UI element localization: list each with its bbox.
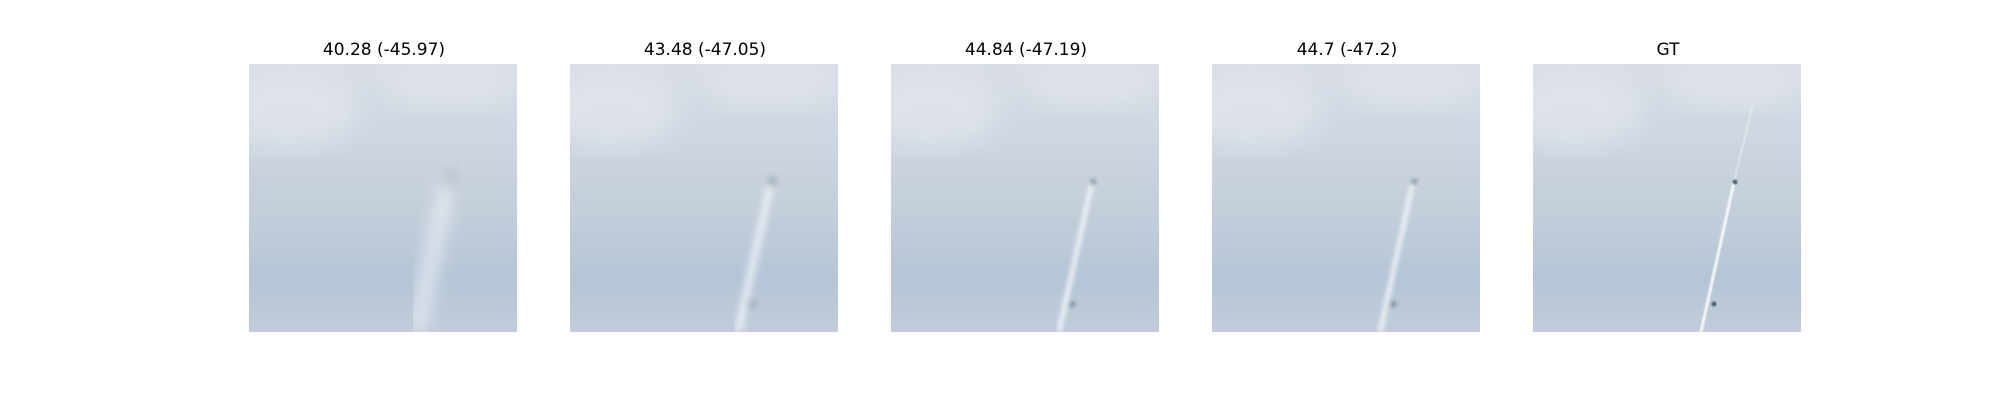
sky-contrail-image xyxy=(891,64,1159,332)
panel-title: 44.84 (-47.19) xyxy=(964,40,1088,60)
panel-image xyxy=(1212,64,1480,332)
panel-image xyxy=(570,64,838,332)
sky-contrail-image xyxy=(570,64,838,332)
sky-contrail-image xyxy=(1212,64,1480,332)
panel-3: 44.84 (-47.19) xyxy=(891,36,1161,332)
panel-image xyxy=(249,64,517,332)
panel-title: 44.7 (-47.2) xyxy=(1296,40,1398,60)
panel-title: 40.28 (-45.97) xyxy=(322,40,446,60)
panel-image xyxy=(891,64,1159,332)
sky-contrail-image xyxy=(1533,64,1801,332)
sky-contrail-image xyxy=(249,64,517,332)
panel-title: 43.48 (-47.05) xyxy=(643,40,767,60)
panel-5: GT xyxy=(1533,36,1803,332)
panel-4: 44.7 (-47.2) xyxy=(1212,36,1482,332)
panel-1: 40.28 (-45.97) xyxy=(249,36,519,332)
panel-image xyxy=(1533,64,1801,332)
panel-title: GT xyxy=(1656,40,1680,60)
panel-2: 43.48 (-47.05) xyxy=(570,36,840,332)
